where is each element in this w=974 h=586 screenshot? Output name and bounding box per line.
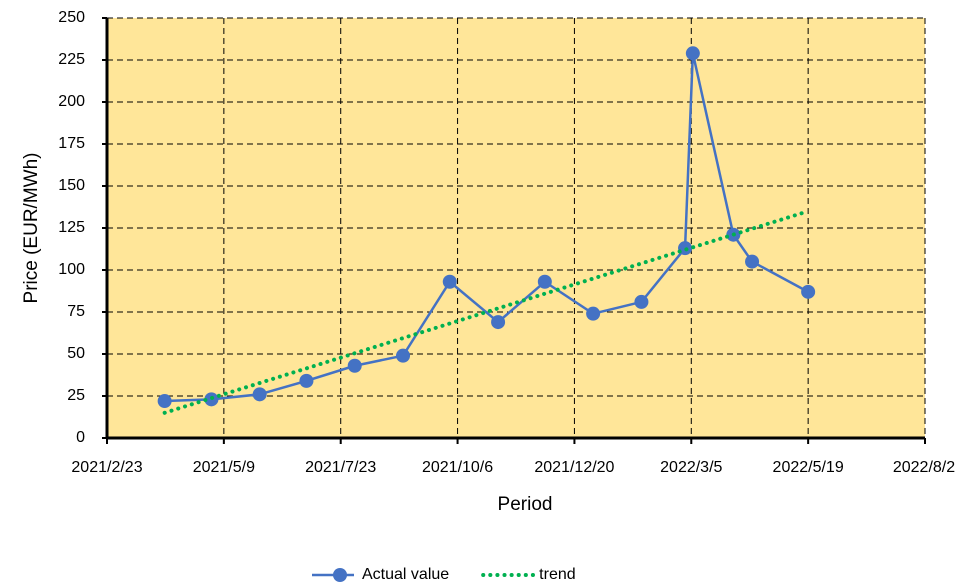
x-tick-label: 2022/5/19 xyxy=(773,459,844,476)
x-tick-label: 2021/7/23 xyxy=(305,459,376,476)
y-tick-label: 250 xyxy=(58,9,85,26)
y-tick-label: 225 xyxy=(58,51,85,68)
data-point xyxy=(685,46,700,61)
y-tick-label: 75 xyxy=(67,303,85,320)
legend-label: trend xyxy=(539,566,575,583)
data-point xyxy=(491,315,506,330)
y-tick-label: 25 xyxy=(67,387,85,404)
series-line xyxy=(163,53,810,403)
y-tick-label: 0 xyxy=(76,429,85,446)
data-point xyxy=(299,373,314,388)
x-tick-label: 2022/3/5 xyxy=(660,459,722,476)
data-point xyxy=(442,274,457,289)
data-point xyxy=(396,348,411,363)
y-tick-label: 175 xyxy=(58,135,85,152)
data-point xyxy=(347,358,362,373)
y-tick-label: 50 xyxy=(67,345,85,362)
x-tick-label: 2021/5/9 xyxy=(193,459,255,476)
x-tick-label: 2021/2/23 xyxy=(71,459,142,476)
y-tick-label: 125 xyxy=(58,219,85,236)
trend-line xyxy=(162,209,811,415)
x-tick-label: 2022/8/2 xyxy=(893,459,955,476)
data-point xyxy=(157,394,172,409)
x-tick-label: 2021/12/20 xyxy=(534,459,614,476)
x-tick-label: 2021/10/6 xyxy=(422,459,493,476)
data-point xyxy=(801,284,816,299)
y-tick-label: 150 xyxy=(58,177,85,194)
legend-label: Actual value xyxy=(362,566,449,583)
y-tick-label: 200 xyxy=(58,93,85,110)
y-tick-label: 100 xyxy=(58,261,85,278)
y-axis-title: Price (EUR/MWh) xyxy=(21,153,42,304)
data-point xyxy=(634,294,649,309)
data-point xyxy=(537,274,552,289)
legend-marker xyxy=(333,568,347,582)
data-point xyxy=(586,306,601,321)
data-point xyxy=(745,254,760,269)
x-axis-title: Period xyxy=(498,494,553,515)
data-point xyxy=(252,387,267,402)
